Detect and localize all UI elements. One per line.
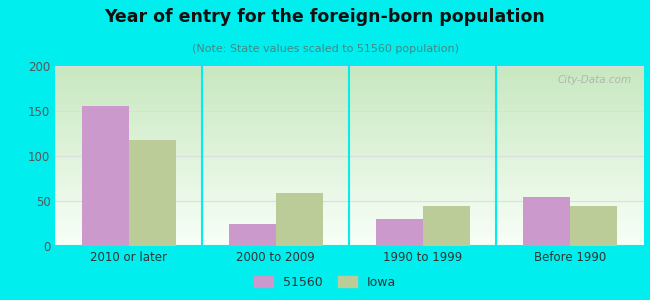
Bar <box>129 140 176 246</box>
Text: Year of entry for the foreign-born population: Year of entry for the foreign-born popul… <box>105 8 545 26</box>
Bar <box>423 206 470 246</box>
Bar <box>276 193 323 246</box>
Text: (Note: State values scaled to 51560 population): (Note: State values scaled to 51560 popu… <box>192 44 458 53</box>
Legend: 51560, Iowa: 51560, Iowa <box>249 271 401 294</box>
Text: City-Data.com: City-Data.com <box>558 75 632 85</box>
Bar <box>229 224 276 246</box>
Bar <box>523 196 570 246</box>
Bar <box>570 206 617 246</box>
Bar <box>82 106 129 246</box>
Bar <box>376 219 423 246</box>
